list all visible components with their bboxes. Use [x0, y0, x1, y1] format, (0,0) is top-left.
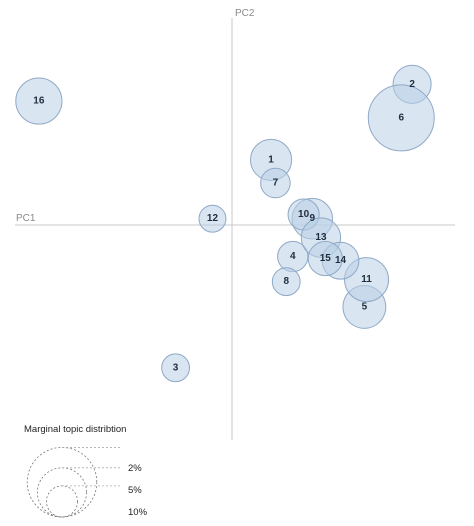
legend-label-10: 10%	[128, 507, 148, 518]
topic-label-12: 12	[207, 213, 219, 224]
legend-circle-2	[46, 486, 77, 517]
topic-label-8: 8	[283, 276, 289, 287]
topic-label-9: 9	[310, 213, 316, 224]
topic-label-3: 3	[173, 362, 179, 373]
pc1-axis-label: PC1	[16, 213, 36, 224]
size-legend: Marginal topic distribtion 2% 5% 10%	[24, 424, 148, 518]
legend-label-2: 2%	[128, 463, 142, 474]
legend-title: Marginal topic distribtion	[24, 424, 126, 435]
topic-label-6: 6	[398, 112, 404, 123]
topic-label-11: 11	[361, 274, 372, 285]
topic-label-1: 1	[268, 154, 274, 165]
topic-label-5: 5	[362, 301, 368, 312]
topic-label-13: 13	[315, 232, 327, 243]
pc2-axis-label: PC2	[235, 8, 255, 19]
topic-label-2: 2	[409, 79, 415, 90]
topic-circles	[16, 65, 434, 381]
topic-label-4: 4	[290, 251, 296, 262]
topic-label-7: 7	[273, 178, 279, 189]
axes: PC1 PC2	[15, 8, 455, 440]
topic-label-14: 14	[335, 255, 347, 266]
topic-label-15: 15	[320, 253, 332, 264]
legend-label-5: 5%	[128, 485, 142, 496]
legend-circle-10	[27, 447, 97, 517]
legend-circle-5	[37, 468, 86, 517]
topic-label-16: 16	[33, 96, 45, 107]
topic-label-10: 10	[298, 209, 310, 220]
